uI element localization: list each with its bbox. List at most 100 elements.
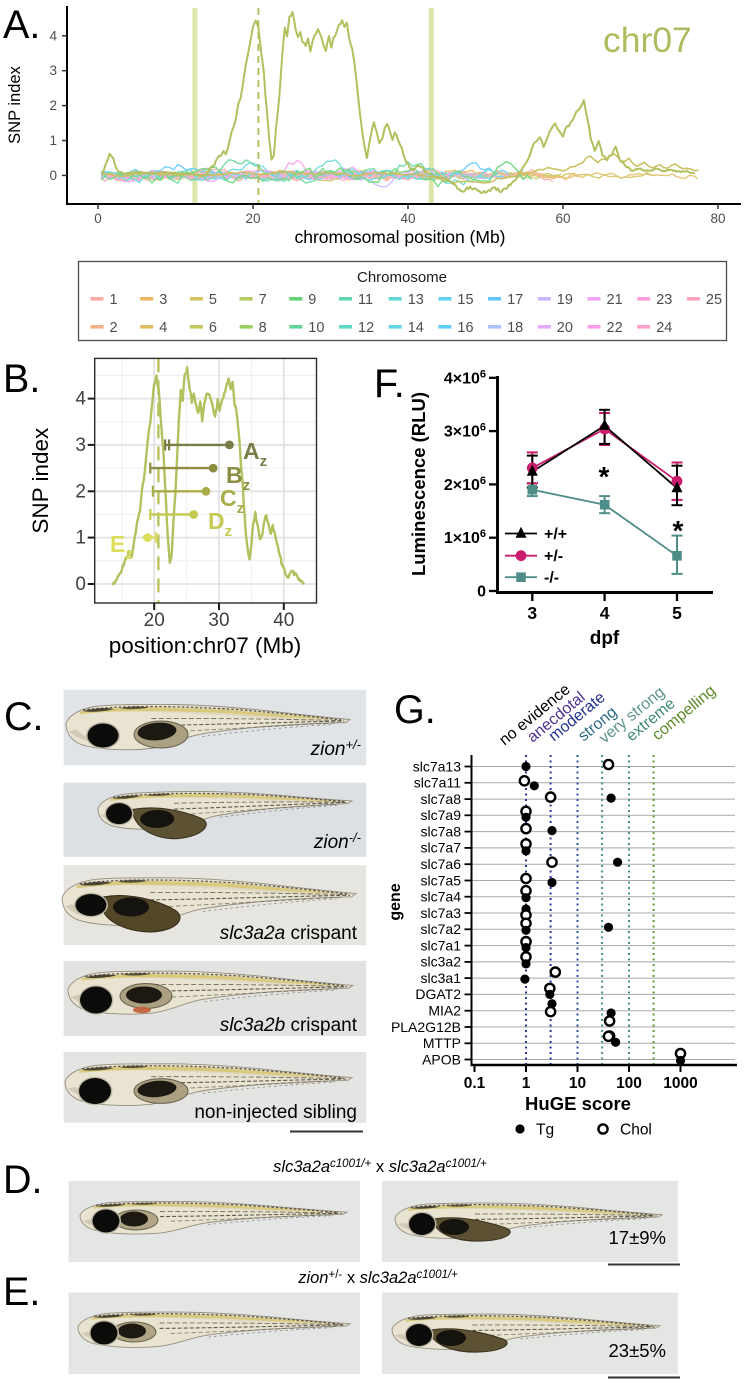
svg-text:APOB: APOB bbox=[422, 1051, 461, 1067]
svg-text:5: 5 bbox=[672, 603, 682, 623]
svg-text:23±5%: 23±5% bbox=[609, 1340, 666, 1361]
svg-text:3×106: 3×106 bbox=[444, 422, 486, 441]
svg-text:13: 13 bbox=[408, 292, 424, 308]
svg-text:Chol: Chol bbox=[620, 1122, 652, 1139]
svg-text:SNP index: SNP index bbox=[6, 65, 24, 143]
svg-text:17: 17 bbox=[507, 292, 523, 308]
svg-text:25: 25 bbox=[706, 292, 722, 308]
svg-text:C.: C. bbox=[4, 695, 44, 739]
svg-text:17±9%: 17±9% bbox=[609, 1227, 666, 1248]
svg-text:1: 1 bbox=[110, 292, 118, 308]
svg-text:8: 8 bbox=[259, 320, 267, 336]
svg-text:MIA2: MIA2 bbox=[428, 1003, 461, 1019]
svg-text:3: 3 bbox=[159, 292, 167, 308]
svg-text:20: 20 bbox=[245, 211, 260, 226]
svg-text:slc7a11: slc7a11 bbox=[414, 775, 461, 791]
svg-text:16: 16 bbox=[457, 320, 473, 336]
svg-text:22: 22 bbox=[607, 320, 623, 336]
svg-text:6: 6 bbox=[209, 320, 217, 336]
svg-text:19: 19 bbox=[557, 292, 573, 308]
svg-text:1000: 1000 bbox=[663, 1075, 697, 1092]
svg-text:1: 1 bbox=[75, 528, 86, 549]
svg-text:slc7a6: slc7a6 bbox=[421, 856, 462, 872]
svg-text:3: 3 bbox=[527, 603, 537, 623]
svg-text:100: 100 bbox=[616, 1075, 642, 1092]
svg-text:0: 0 bbox=[75, 574, 86, 595]
svg-text:Luminescence (RLU): Luminescence (RLU) bbox=[408, 392, 429, 576]
svg-text:11: 11 bbox=[358, 292, 373, 308]
svg-text:slc7a7: slc7a7 bbox=[421, 840, 462, 856]
svg-text:30: 30 bbox=[208, 610, 229, 631]
svg-text:+/-: +/- bbox=[544, 548, 563, 565]
svg-text:PLA2G12B: PLA2G12B bbox=[391, 1019, 461, 1035]
svg-text:gene: gene bbox=[387, 883, 404, 920]
svg-text:E.: E. bbox=[3, 1270, 40, 1314]
svg-text:HuGE score: HuGE score bbox=[525, 1093, 631, 1114]
svg-text:SNP index: SNP index bbox=[28, 427, 53, 534]
svg-text:1×106: 1×106 bbox=[444, 528, 486, 547]
svg-text:2×106: 2×106 bbox=[444, 475, 486, 494]
svg-text:4: 4 bbox=[159, 320, 167, 336]
svg-text:chr07: chr07 bbox=[603, 20, 692, 60]
svg-text:slc3a1: slc3a1 bbox=[421, 970, 462, 986]
svg-text:7: 7 bbox=[259, 292, 267, 308]
svg-text:40: 40 bbox=[273, 610, 294, 631]
svg-text:*: * bbox=[673, 515, 684, 546]
svg-text:24: 24 bbox=[656, 320, 672, 336]
svg-text:4: 4 bbox=[600, 603, 610, 623]
svg-text:Chromosome: Chromosome bbox=[357, 269, 447, 286]
svg-text:14: 14 bbox=[408, 320, 424, 336]
svg-text:chromosomal position (Mb): chromosomal position (Mb) bbox=[294, 227, 505, 247]
svg-text:5: 5 bbox=[209, 292, 217, 308]
svg-text:slc7a13: slc7a13 bbox=[413, 758, 461, 774]
svg-text:10: 10 bbox=[308, 320, 324, 336]
svg-text:0: 0 bbox=[94, 211, 102, 226]
svg-text:4: 4 bbox=[49, 28, 57, 43]
svg-text:slc7a8: slc7a8 bbox=[421, 791, 462, 807]
svg-text:3: 3 bbox=[75, 435, 86, 456]
svg-text:4: 4 bbox=[75, 389, 86, 410]
svg-text:18: 18 bbox=[507, 320, 523, 336]
svg-text:80: 80 bbox=[710, 211, 725, 226]
svg-text:23: 23 bbox=[656, 292, 672, 308]
svg-text:slc3a2b crispant: slc3a2b crispant bbox=[220, 1015, 358, 1036]
svg-text:slc7a4: slc7a4 bbox=[421, 889, 462, 905]
svg-text:dpf: dpf bbox=[590, 628, 620, 649]
svg-text:B.: B. bbox=[3, 357, 40, 401]
svg-text:21: 21 bbox=[607, 292, 623, 308]
svg-text:DGAT2: DGAT2 bbox=[415, 986, 461, 1002]
svg-text:slc3a2: slc3a2 bbox=[421, 954, 462, 970]
svg-text:12: 12 bbox=[358, 320, 374, 336]
svg-text:D.: D. bbox=[3, 1158, 43, 1202]
svg-text:position:chr07 (Mb): position:chr07 (Mb) bbox=[109, 633, 302, 658]
svg-text:3: 3 bbox=[49, 63, 57, 78]
svg-text:-/-: -/- bbox=[544, 570, 559, 587]
svg-text:20: 20 bbox=[557, 320, 573, 336]
svg-text:slc7a5: slc7a5 bbox=[421, 872, 462, 888]
svg-text:0: 0 bbox=[49, 168, 57, 183]
svg-text:4×106: 4×106 bbox=[444, 368, 486, 387]
svg-text:slc7a2: slc7a2 bbox=[421, 921, 462, 937]
svg-text:slc7a3: slc7a3 bbox=[421, 905, 462, 921]
svg-text:10: 10 bbox=[569, 1075, 586, 1092]
svg-text:slc7a8: slc7a8 bbox=[421, 823, 462, 839]
svg-text:60: 60 bbox=[555, 211, 570, 226]
svg-text:15: 15 bbox=[457, 292, 473, 308]
svg-text:G.: G. bbox=[394, 688, 436, 732]
svg-text:slc3a2ac1001/+ x slc3a2ac1001/: slc3a2ac1001/+ x slc3a2ac1001/+ bbox=[273, 1158, 487, 1176]
svg-text:F.: F. bbox=[374, 362, 405, 406]
svg-text:2: 2 bbox=[49, 98, 57, 113]
svg-text:MTTP: MTTP bbox=[423, 1035, 461, 1051]
svg-text:2: 2 bbox=[75, 481, 86, 502]
svg-text:1: 1 bbox=[49, 133, 57, 148]
svg-text:+/+: +/+ bbox=[544, 526, 567, 543]
svg-text:2: 2 bbox=[110, 320, 118, 336]
svg-text:slc3a2a crispant: slc3a2a crispant bbox=[220, 923, 358, 944]
svg-text:0: 0 bbox=[477, 584, 486, 601]
svg-text:non-injected sibling: non-injected sibling bbox=[194, 1102, 357, 1123]
svg-text:zion+/- x slc3a2ac1001/+: zion+/- x slc3a2ac1001/+ bbox=[297, 1269, 458, 1287]
svg-text:slc7a9: slc7a9 bbox=[421, 807, 462, 823]
svg-text:9: 9 bbox=[308, 292, 316, 308]
svg-text:40: 40 bbox=[400, 211, 415, 226]
svg-text:20: 20 bbox=[144, 610, 165, 631]
